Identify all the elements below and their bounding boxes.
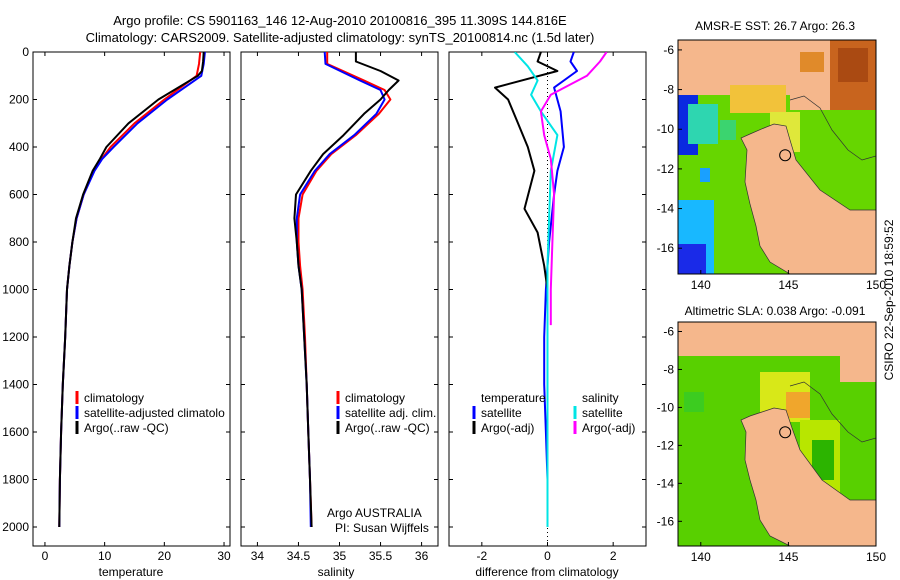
map-y-tick-label: -16	[657, 241, 675, 255]
sst-bathymetry-contour	[789, 95, 876, 161]
sla-argo-location-marker	[779, 426, 792, 439]
figure-title-line2: Climatology: CARS2009. Satellite-adjuste…	[86, 30, 595, 45]
x-tick-label: -2	[476, 549, 487, 563]
series-line-argo-raw-qc-	[58, 52, 205, 528]
map-y-tick-label: -6	[663, 324, 674, 338]
x-tick-label: 35	[333, 549, 347, 563]
legend-sal-argo-label: Argo(-adj)	[582, 421, 635, 435]
y-tick-label: 1600	[2, 425, 29, 439]
map-y-tick-label: -12	[657, 162, 675, 176]
salinity-legend: climatology satellite adj. clim. Argo(..…	[336, 391, 436, 435]
legend-satellite-label: satellite-adjusted climatolo	[84, 406, 225, 420]
map-y-tick-label: -10	[657, 122, 675, 136]
difference-xlabel: difference from climatology	[475, 565, 618, 579]
x-tick-label: 20	[158, 549, 172, 563]
y-tick-label: 400	[9, 140, 29, 154]
sla-cape-york-landmass	[740, 407, 876, 546]
difference-panel: -2 0 2 difference from climatology tempera…	[448, 51, 647, 579]
map-x-tick-label: 140	[691, 550, 711, 564]
sst-map: AMSR-E SST: 26.7 Argo: 26.3 140 145 150 -6 -…	[657, 19, 887, 292]
temperature-xlabel: temperature	[99, 565, 164, 579]
salinity-panel: 34 34.5 35 35.5 36 salinity climatology sate…	[240, 51, 439, 579]
figure-title-line1: Argo profile: CS 5901163_146 12-Aug-2010…	[113, 13, 567, 28]
map-y-tick-label: -6	[663, 43, 674, 57]
legend-temp-argo-label: Argo(-adj)	[481, 421, 534, 435]
y-tick-label: 0	[22, 45, 29, 59]
argo-pi-annotation: PI: Susan Wijffels	[335, 521, 429, 535]
y-tick-label: 600	[9, 188, 29, 202]
cape-york-landmass	[740, 123, 876, 274]
series-line-salinity-argo-adj-	[539, 52, 608, 326]
x-tick-label: 0	[42, 549, 49, 563]
argo-agency-annotation: Argo AUSTRALIA	[327, 506, 422, 520]
legend-satellite-label: satellite adj. clim.	[345, 406, 436, 420]
legend-salinity-heading: salinity	[582, 391, 619, 405]
map-x-tick-label: 150	[866, 550, 886, 564]
legend-temperature-heading: temperature	[481, 391, 546, 405]
legend-sal-satellite-label: satellite	[582, 406, 623, 420]
sla-map: Altimetric SLA: 0.038 Argo: -0.091 140 14…	[657, 304, 887, 564]
sla-map-frame	[677, 321, 877, 547]
legend-argo-label: Argo(..raw -QC)	[84, 421, 169, 435]
salinity-xlabel: salinity	[318, 565, 355, 579]
temperature-legend: climatology satellite-adjusted climatolo…	[75, 391, 225, 435]
sst-argo-location-marker	[779, 149, 792, 162]
map-y-tick-label: -14	[657, 476, 675, 490]
x-tick-label: 36	[415, 549, 429, 563]
x-tick-label: 34	[251, 549, 265, 563]
map-x-tick-label: 145	[778, 550, 798, 564]
sst-map-field	[678, 40, 876, 274]
y-tick-label: 800	[9, 235, 29, 249]
y-tick-label: 200	[9, 93, 29, 107]
map-y-tick-label: -16	[657, 514, 675, 528]
map-x-tick-label: 140	[691, 278, 711, 292]
x-tick-label: 0	[544, 549, 551, 563]
sst-map-title: AMSR-E SST: 26.7 Argo: 26.3	[695, 19, 855, 33]
legend-temp-satellite-label: satellite	[481, 406, 522, 420]
legend-argo-label: Argo(..raw -QC)	[345, 421, 430, 435]
map-y-tick-label: -14	[657, 202, 675, 216]
y-tick-label: 1400	[2, 378, 29, 392]
x-tick-label: 2	[610, 549, 617, 563]
x-tick-label: 10	[98, 549, 112, 563]
y-tick-label: 2000	[2, 520, 29, 534]
y-tick-label: 1000	[2, 283, 29, 297]
temperature-panel: 0 10 20 30 0 200 400 600 800 1000 1200 1400 1600 1800…	[2, 45, 231, 579]
x-tick-label: 30	[217, 549, 231, 563]
salinity-plot-frame	[240, 51, 439, 547]
legend-climatology-label: climatology	[84, 391, 144, 405]
y-tick-label: 1800	[2, 473, 29, 487]
sla-bathymetry-contour	[789, 381, 876, 443]
sla-map-field	[678, 322, 876, 546]
map-y-tick-label: -8	[663, 83, 674, 97]
y-tick-label: 1200	[2, 330, 29, 344]
map-y-tick-label: -12	[657, 438, 675, 452]
csiro-timestamp-label: CSIRO 22-Sep-2010 18:59:52	[882, 219, 896, 380]
map-y-tick-label: -10	[657, 400, 675, 414]
sla-map-title: Altimetric SLA: 0.038 Argo: -0.091	[685, 304, 866, 318]
series-line-salinity-satellite	[513, 52, 559, 527]
map-x-tick-label: 150	[866, 278, 886, 292]
series-line-argo-raw-qc-	[293, 52, 400, 528]
difference-legend: temperature satellite Argo(-adj) salinit…	[472, 391, 635, 435]
x-tick-label: 35.5	[369, 549, 393, 563]
x-tick-label: 34.5	[287, 549, 311, 563]
map-x-tick-label: 145	[778, 278, 798, 292]
sst-map-frame	[677, 39, 877, 275]
legend-climatology-label: climatology	[345, 391, 405, 405]
map-y-tick-label: -8	[663, 362, 674, 376]
